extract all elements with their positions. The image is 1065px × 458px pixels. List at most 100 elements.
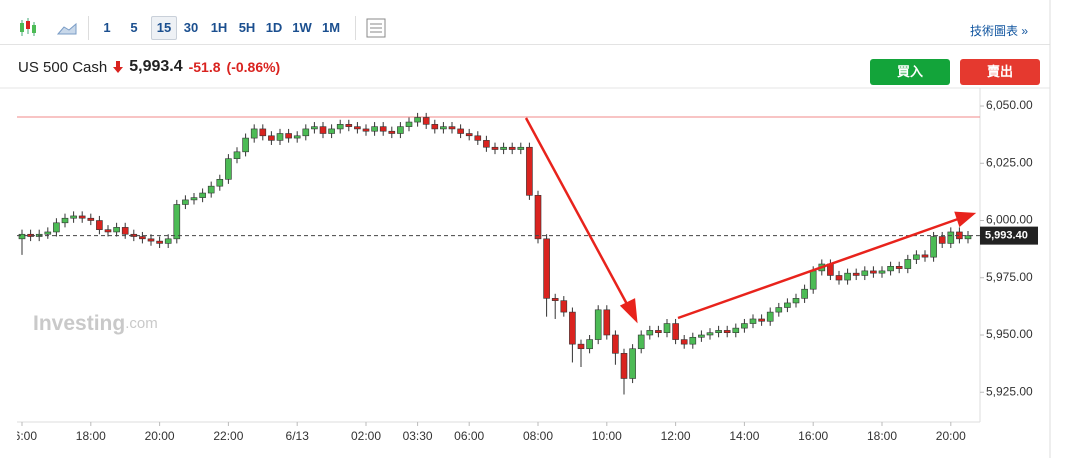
candle-body [44,231,52,235]
chart-type-icons[interactable] [0,0,60,44]
x-ticks: 16:00 18:00 20:00 22:00 6/13 02:00 03:30 06:00 0… [17,422,966,443]
interval-button[interactable]: 1 [103,20,111,35]
candle-body [182,199,189,205]
candle-body [285,133,292,139]
candle-body [345,124,353,127]
interval-button[interactable]: 1M [321,20,341,35]
candle-body [913,254,920,260]
candle-body [440,126,447,130]
candle-body [870,270,877,274]
candle-body [259,128,267,137]
candle-body [53,222,60,233]
candle-body [517,146,525,150]
interval-button[interactable]: 5 [130,20,138,35]
candle-body [672,323,679,340]
candle-body [706,332,714,336]
y-tick-label: 6,025.00 [986,155,1033,169]
candle-body [878,270,886,274]
candle-body [629,348,636,379]
candle-body [139,236,146,240]
candle-body [560,300,568,313]
candle-body [491,146,499,150]
candle-body [225,158,232,180]
candle-body [508,146,516,150]
candle-body [448,126,456,130]
candle-body [620,353,628,379]
technical-chart-link[interactable]: 技術圖表 » [969,24,1028,38]
interval-button[interactable]: 5H [238,20,256,35]
candle-body [70,215,77,219]
candle-body [113,227,120,233]
settings-icon[interactable] [362,0,392,44]
candle-body [147,238,155,242]
candle-body [655,330,662,334]
interval-button[interactable]: 1H [210,20,228,35]
candle-body [397,126,404,134]
sell-button[interactable]: 賣出 [960,59,1040,85]
separator [88,16,89,40]
interval-button[interactable]: 1W [292,20,312,35]
candle-body [96,220,103,230]
candle-body [930,236,937,258]
candle-body [422,117,430,125]
candle-body [302,128,310,137]
candle-body [723,330,731,334]
buy-button[interactable]: 買入 [870,59,950,85]
candle-body [534,195,542,240]
candle-body [698,334,705,338]
candle-body [311,126,318,130]
x-tick-label: 03:30 [403,429,433,443]
candle-body [190,197,198,201]
x-tick-label: 20:00 [936,429,966,443]
candle-body [551,298,559,301]
x-tick-label: 10:00 [592,429,622,443]
candle-body [87,217,95,221]
candle-body [104,229,112,233]
candle-body [577,343,585,350]
candle-body [207,185,215,194]
separator [355,16,356,40]
candle-body [835,275,843,281]
x-tick-label: 6/13 [286,429,310,443]
x-tick-label: 22:00 [213,429,243,443]
candle-body [173,204,181,240]
candle-body [603,309,611,336]
watermark: Investing.com [33,312,158,335]
candle-body [354,126,361,130]
candle-body [938,236,946,244]
candle-body [78,215,86,219]
candle-body [362,128,370,132]
x-tick-label: 08:00 [523,429,553,443]
candle-body [612,334,619,354]
candle-body [689,336,697,345]
candle-body [465,133,473,137]
candle-body [526,146,533,196]
y-tick-label: 6,050.00 [986,98,1033,112]
annotation-arrows [524,117,977,324]
candle-body [844,272,851,281]
candle-body [809,270,817,290]
candle-body [715,330,722,334]
candle-body [500,146,507,150]
area-icon[interactable] [50,0,140,44]
interval-button[interactable]: 30 [183,20,199,35]
candle-body [637,334,645,350]
candle-body [276,133,284,141]
candle-body [431,124,439,130]
interval-button[interactable]: 1D [265,20,283,35]
candle-body [379,126,387,132]
candle-body [199,192,206,198]
x-tick-label: 12:00 [661,429,691,443]
candle-body [801,288,808,299]
candle-body [680,339,688,345]
candle-body [457,128,464,134]
candle-body [663,323,671,334]
candle-body [268,135,275,141]
candle-body [904,259,912,269]
candle-body [293,135,301,139]
candle-body [388,130,396,134]
x-tick-label: 14:00 [729,429,759,443]
interval-button[interactable]: 15 [151,16,177,40]
candle-body [766,311,774,322]
